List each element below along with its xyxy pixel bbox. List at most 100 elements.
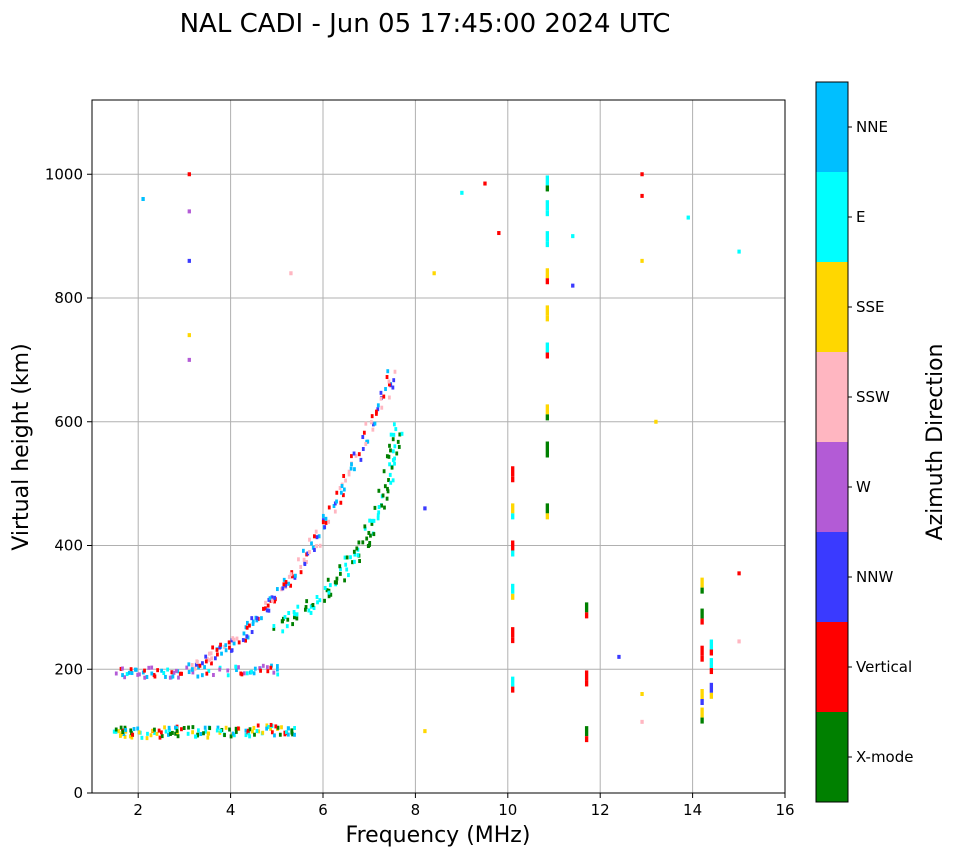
echo-mark bbox=[218, 667, 222, 672]
echo-mark bbox=[299, 570, 303, 575]
echo-mark bbox=[392, 432, 396, 437]
echo-mark bbox=[143, 668, 146, 673]
echo-mark bbox=[236, 726, 240, 731]
echo-mark bbox=[370, 518, 374, 523]
echo-mark bbox=[114, 671, 118, 676]
echo-mark bbox=[308, 550, 311, 555]
echo-mark bbox=[251, 729, 254, 734]
echo-mark bbox=[511, 637, 515, 644]
echo-mark bbox=[545, 503, 550, 514]
echo-mark bbox=[700, 689, 704, 699]
echo-mark bbox=[273, 733, 276, 738]
echo-mark bbox=[270, 663, 273, 668]
echo-mark bbox=[166, 667, 170, 672]
echo-mark bbox=[187, 670, 191, 675]
echo-mark bbox=[157, 728, 161, 733]
x-axis-ticks: 2 4 6 8 10 12 14 16 bbox=[133, 793, 795, 819]
echo-mark bbox=[290, 730, 294, 735]
y-tick-label: 200 bbox=[54, 660, 83, 678]
echo-mark bbox=[244, 733, 248, 738]
echo-mark bbox=[255, 729, 259, 734]
echo-mark bbox=[391, 449, 395, 454]
echo-mark bbox=[121, 666, 124, 671]
echo-mark bbox=[397, 444, 401, 449]
echo-mark bbox=[357, 452, 361, 457]
echo-mark bbox=[285, 730, 288, 735]
echo-mark bbox=[215, 647, 219, 652]
echo-mark bbox=[387, 382, 391, 387]
echo-mark bbox=[261, 730, 265, 735]
echo-mark bbox=[234, 729, 238, 734]
x-tick-label: 10 bbox=[498, 801, 517, 819]
echo-mark bbox=[265, 723, 269, 728]
echo-mark bbox=[344, 562, 348, 567]
echo-mark bbox=[366, 439, 370, 444]
echo-mark bbox=[162, 671, 166, 676]
colorbar-segment bbox=[816, 172, 848, 262]
x-tick-label: 16 bbox=[775, 801, 794, 819]
echo-mark bbox=[190, 667, 194, 672]
echo-mark bbox=[140, 735, 144, 740]
echo-mark bbox=[129, 728, 133, 733]
colorbar-segment bbox=[816, 532, 848, 622]
echo-mark bbox=[384, 387, 387, 392]
echo-mark bbox=[187, 662, 191, 667]
echo-mark bbox=[293, 732, 296, 737]
echo-mark bbox=[385, 496, 389, 501]
echo-mark bbox=[164, 729, 168, 734]
echo-mark bbox=[149, 733, 153, 738]
echo-mark bbox=[335, 580, 338, 585]
echo-mark bbox=[270, 730, 274, 735]
colorbar-segment bbox=[816, 262, 848, 352]
echo-mark bbox=[350, 462, 353, 467]
echo-mark bbox=[387, 379, 391, 384]
echo-mark bbox=[278, 732, 282, 737]
echo-mark bbox=[381, 493, 385, 498]
echo-mark bbox=[709, 692, 714, 699]
echo-mark bbox=[170, 670, 174, 675]
echo-mark bbox=[281, 629, 285, 634]
echo-mark bbox=[373, 505, 377, 510]
echo-mark bbox=[545, 175, 550, 186]
echo-mark bbox=[199, 732, 203, 737]
echo-mark bbox=[700, 577, 704, 588]
echo-mark bbox=[313, 547, 316, 552]
echo-mark bbox=[250, 630, 254, 635]
echo-mark bbox=[266, 669, 270, 674]
echo-mark bbox=[389, 448, 392, 453]
colorbar-segment bbox=[816, 712, 848, 802]
echo-mark bbox=[386, 486, 389, 491]
echo-mark bbox=[545, 241, 550, 248]
echo-mark bbox=[250, 616, 254, 621]
chart-title: NAL CADI - Jun 05 17:45:00 2024 UTC bbox=[180, 9, 671, 39]
echo-mark bbox=[460, 190, 464, 195]
echo-mark bbox=[156, 668, 159, 673]
echo-mark bbox=[345, 555, 349, 560]
echo-mark bbox=[197, 665, 200, 670]
echo-mark bbox=[284, 583, 288, 588]
echo-mark bbox=[235, 636, 239, 641]
echo-mark bbox=[160, 668, 164, 673]
echo-mark bbox=[400, 431, 404, 436]
echo-mark bbox=[709, 649, 714, 656]
echo-mark bbox=[349, 466, 353, 471]
echo-mark bbox=[342, 493, 345, 498]
echo-mark bbox=[307, 608, 311, 613]
echo-mark bbox=[293, 726, 296, 731]
echo-mark bbox=[353, 467, 356, 472]
echo-mark bbox=[323, 525, 327, 530]
echo-mark bbox=[191, 670, 195, 675]
x-tick-label: 6 bbox=[318, 801, 328, 819]
echo-mark bbox=[273, 595, 277, 600]
echo-mark bbox=[700, 699, 704, 705]
echo-mark bbox=[511, 583, 515, 594]
echo-mark bbox=[129, 667, 133, 672]
echo-mark bbox=[265, 608, 269, 613]
echo-mark bbox=[347, 472, 351, 477]
echo-mark bbox=[204, 729, 208, 734]
echo-mark bbox=[326, 577, 330, 582]
echo-mark bbox=[230, 648, 234, 653]
echo-mark bbox=[737, 249, 741, 254]
colorbar-tick-label: SSW bbox=[856, 388, 890, 406]
echo-mark bbox=[511, 686, 515, 693]
